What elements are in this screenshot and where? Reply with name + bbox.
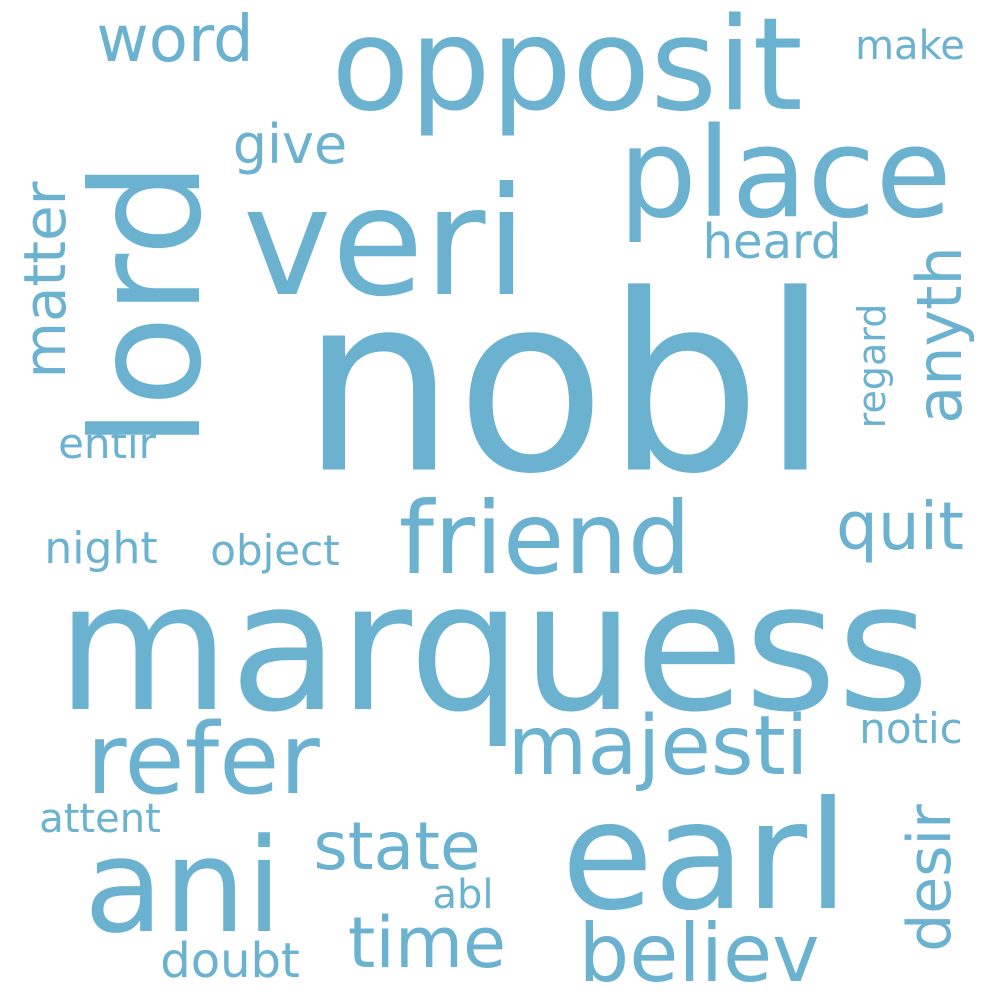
word-marquess: marquess (56, 544, 930, 751)
word-time: time (347, 902, 507, 984)
word-word: word (96, 3, 254, 77)
word-friend: friend (398, 480, 692, 597)
word-believ: believ (578, 907, 820, 1000)
word-lord: lord (61, 161, 235, 449)
word-attent: attent (39, 796, 161, 842)
word-veri: veri (242, 156, 528, 330)
word-state: state (313, 808, 481, 885)
word-anyth: anyth (903, 246, 976, 424)
word-earl: earl (561, 770, 849, 944)
word-abl: abl (432, 872, 494, 918)
word-desir: desir (895, 804, 965, 952)
word-quit: quit (836, 488, 964, 565)
word-give: give (232, 113, 348, 176)
word-entir: entir (58, 419, 156, 468)
word-doubt: doubt (160, 933, 300, 989)
word-refer: refer (86, 703, 320, 817)
word-place: place (618, 102, 952, 246)
word-night: night (44, 523, 158, 574)
word-nobl: nobl (300, 242, 830, 528)
word-heard: heard (702, 214, 842, 270)
word-majesti: majesti (507, 699, 809, 794)
word-make: make (855, 23, 965, 69)
word-object: object (210, 526, 340, 575)
word-notic: notic (859, 704, 963, 753)
word-ani: ani (83, 810, 283, 962)
word-matter: matter (11, 181, 79, 379)
word-regard: regard (850, 303, 894, 429)
word-opposit: opposit (331, 0, 803, 140)
